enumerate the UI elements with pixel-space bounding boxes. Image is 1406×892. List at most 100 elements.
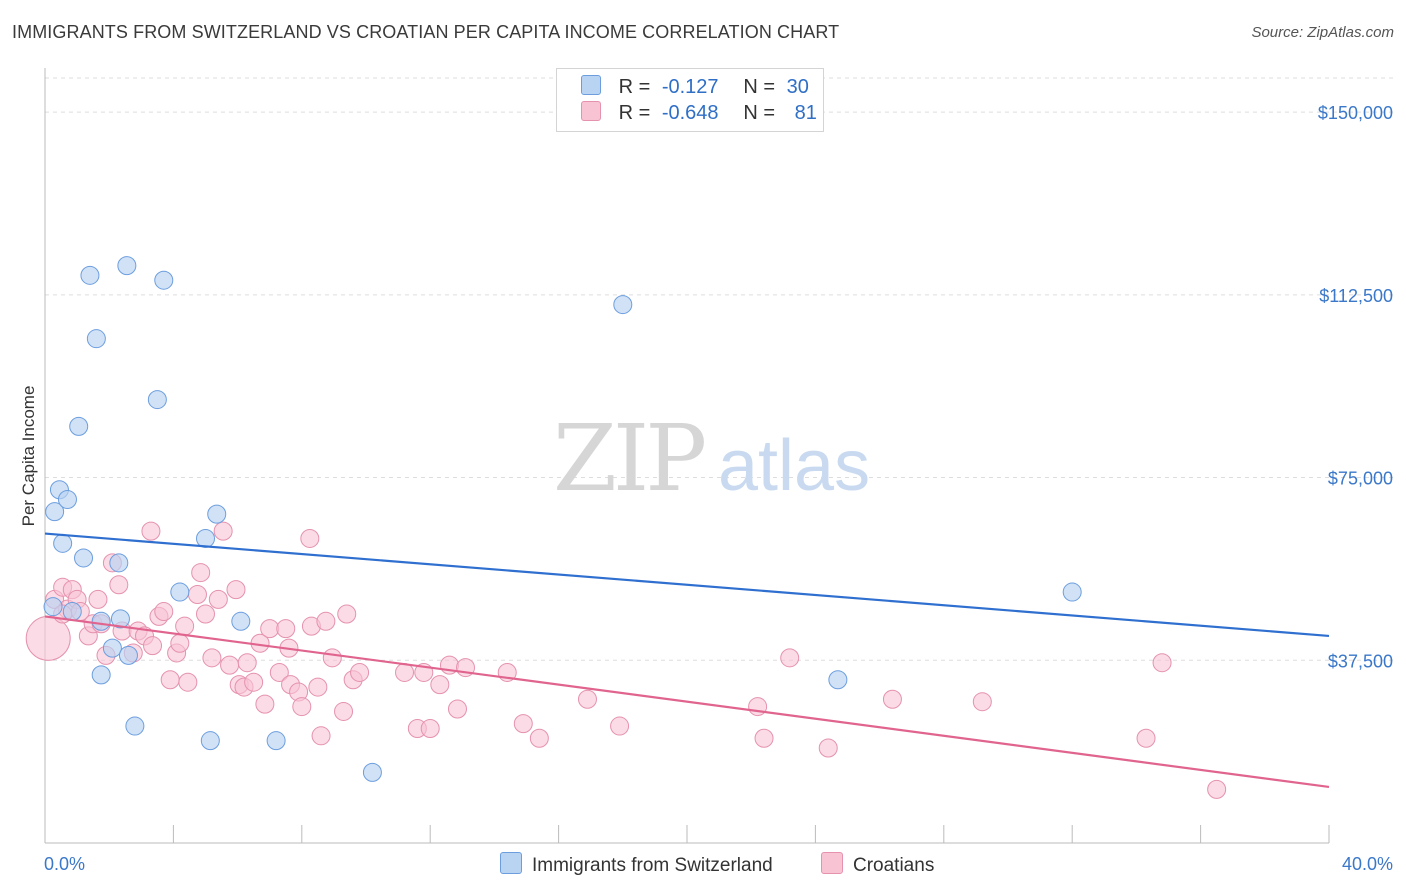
croatians-point xyxy=(226,580,246,600)
switzerland-point xyxy=(74,548,94,568)
switzerland-point xyxy=(91,665,111,685)
switzerland-point xyxy=(1062,582,1082,602)
legend-row-croatians: R = -0.648 N = 81 xyxy=(581,101,817,127)
legend-n-label: N = xyxy=(743,102,776,124)
croatians-point xyxy=(430,675,450,695)
watermark-atlas: atlas xyxy=(718,426,870,506)
croatians-point xyxy=(754,728,774,748)
series-legend-switzerland[interactable]: Immigrants from Switzerland xyxy=(500,852,773,877)
croatians-point xyxy=(1136,728,1156,748)
source-label: Source: ZipAtlas.com xyxy=(1251,24,1394,41)
switzerland-point xyxy=(57,489,77,509)
croatians-point xyxy=(1152,653,1172,673)
croatians-point xyxy=(109,575,129,595)
croatians-point xyxy=(322,648,342,668)
switzerland-point xyxy=(170,582,190,602)
legend-n-label: N = xyxy=(743,76,776,98)
y-tick-label: $150,000 xyxy=(1318,103,1393,123)
switzerland-point xyxy=(207,504,227,524)
legend-r-label: R = xyxy=(618,76,651,98)
switzerland-point xyxy=(80,265,100,285)
switzerland-point xyxy=(43,597,63,617)
x-tick-label: 0.0% xyxy=(44,854,85,874)
croatians-point xyxy=(170,633,190,653)
croatians-point xyxy=(610,716,630,736)
grid-lines xyxy=(45,77,1395,661)
croatians-point xyxy=(350,662,370,682)
croatians-point xyxy=(269,662,289,682)
switzerland-point xyxy=(69,416,89,436)
switzerland-point xyxy=(125,716,145,736)
watermark-zip: ZIP xyxy=(553,405,704,512)
legend-n-value: 30 xyxy=(786,76,809,98)
croatians-point xyxy=(208,589,228,609)
switzerland-point xyxy=(91,611,111,631)
croatians-point xyxy=(143,636,163,656)
y-tick-label: $112,500 xyxy=(1319,286,1393,306)
legend-n-value: 81 xyxy=(794,102,817,124)
switzerland-point xyxy=(109,553,129,573)
croatians-point xyxy=(577,689,597,709)
switzerland-point xyxy=(53,533,73,553)
croatians-point xyxy=(882,689,902,709)
croatians-point xyxy=(88,589,108,609)
watermark: ZIP atlas xyxy=(553,405,870,512)
switzerland-point xyxy=(613,295,633,315)
croatians-point xyxy=(141,521,161,541)
croatians-point xyxy=(529,728,549,748)
series-legend-label: Immigrants from Switzerland xyxy=(532,855,773,876)
croatians-point xyxy=(196,604,215,624)
switzerland-point xyxy=(62,602,82,622)
legend-swatch-switzerland xyxy=(581,75,601,95)
switzerland-point xyxy=(200,731,220,751)
croatians-point xyxy=(187,584,207,604)
y-axis-label: Per Capita Income xyxy=(19,386,38,527)
croatians-point xyxy=(220,655,240,675)
y-tick-labels: $37,500 $75,000 $112,500 $150,000 xyxy=(1318,103,1393,671)
croatians-point xyxy=(191,563,211,583)
croatians-point xyxy=(237,653,257,673)
croatians-point xyxy=(447,699,467,719)
x-tick-label: 40.0% xyxy=(1342,854,1393,874)
croatians-point xyxy=(780,648,800,668)
croatians-point xyxy=(175,616,195,636)
trend-lines xyxy=(44,532,1330,789)
croatians-point xyxy=(178,672,198,692)
croatians-point xyxy=(255,694,275,714)
croatians-point xyxy=(244,672,264,692)
croatians-point xyxy=(154,602,174,622)
series-swatch-switzerland xyxy=(500,852,522,874)
croatians-point xyxy=(311,726,331,746)
y-tick-label: $75,000 xyxy=(1328,469,1393,489)
croatians-point xyxy=(213,521,233,541)
croatians-point xyxy=(395,662,415,682)
croatians-trend-line xyxy=(44,615,1330,789)
axes xyxy=(44,68,1330,844)
croatians-point xyxy=(420,718,440,738)
correlation-legend: R = -0.127 N = 30 R = -0.648 N = 81 xyxy=(556,68,824,132)
croatians-point xyxy=(260,619,280,639)
switzerland-point xyxy=(154,270,174,290)
croatians-point xyxy=(972,692,992,712)
series-legend-croatians[interactable]: Croatians xyxy=(821,852,934,877)
legend-swatch-croatians xyxy=(581,101,601,121)
croatians-point xyxy=(292,697,312,717)
chart-title: IMMIGRANTS FROM SWITZERLAND VS CROATIAN … xyxy=(12,22,840,42)
switzerland-point xyxy=(118,645,138,665)
croatians-point xyxy=(202,648,222,668)
croatians-point xyxy=(334,701,354,721)
series-swatch-croatians xyxy=(821,852,843,874)
croatians-point xyxy=(316,611,336,631)
switzerland-points xyxy=(43,256,1082,782)
switzerland-point xyxy=(147,390,167,410)
legend-row-switzerland: R = -0.127 N = 30 xyxy=(581,75,809,101)
legend-r-value: -0.648 xyxy=(661,102,719,124)
switzerland-trend-line xyxy=(44,532,1330,638)
x-tick-labels: 0.0% 40.0% xyxy=(44,854,1393,874)
switzerland-point xyxy=(196,528,215,548)
croatians-point xyxy=(308,677,328,697)
legend-r-value: -0.127 xyxy=(661,76,719,98)
croatians-point xyxy=(1207,779,1227,799)
croatians-point xyxy=(818,738,838,758)
